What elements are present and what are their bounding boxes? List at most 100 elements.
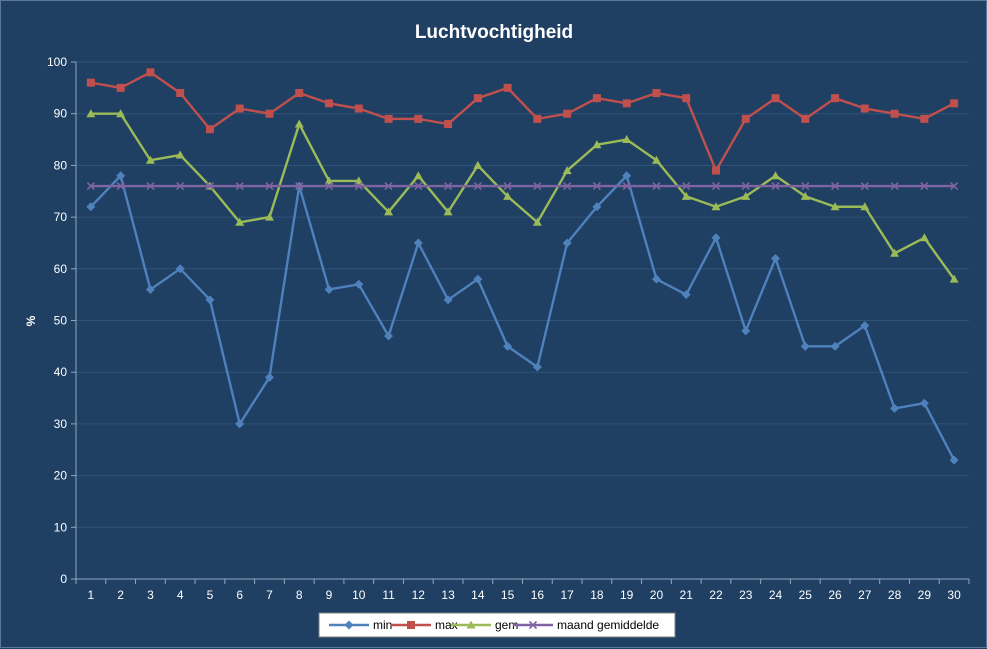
- data-point: [264, 372, 274, 382]
- data-point: [622, 135, 632, 144]
- data-point: [384, 207, 394, 216]
- data-point: [86, 202, 96, 212]
- data-point: [771, 94, 780, 103]
- data-point: [830, 341, 840, 351]
- x-tick-label: 15: [501, 588, 515, 602]
- data-point: [146, 68, 155, 77]
- data-point: [503, 191, 513, 200]
- data-point: [145, 155, 155, 164]
- x-tick-label: 2: [117, 588, 124, 602]
- data-point: [831, 94, 840, 103]
- legend-item-max: max: [391, 618, 458, 632]
- x-tick-label: 7: [266, 588, 273, 602]
- data-point: [622, 182, 631, 191]
- x-tick-label: 23: [739, 588, 753, 602]
- data-point: [473, 182, 482, 191]
- legend-item-gem: gem: [451, 618, 518, 632]
- data-point: [532, 362, 542, 372]
- legend-item-min: min: [329, 618, 392, 632]
- data-point: [205, 182, 215, 191]
- data-point: [533, 182, 542, 191]
- x-tick-label: 25: [799, 588, 813, 602]
- data-point: [741, 326, 751, 336]
- data-point: [384, 182, 393, 191]
- data-point: [294, 119, 304, 128]
- x-tick-label: 14: [471, 588, 485, 602]
- data-point: [235, 419, 245, 429]
- data-point: [592, 140, 602, 149]
- y-tick-label: 60: [54, 262, 68, 276]
- legend-label: gem: [495, 618, 518, 632]
- x-tick-label: 28: [888, 588, 902, 602]
- data-point: [711, 182, 721, 191]
- x-tick-label: 20: [650, 588, 664, 602]
- x-tick-label: 16: [531, 588, 545, 602]
- x-tick-label: 4: [177, 588, 184, 602]
- data-point: [890, 403, 900, 413]
- data-point: [444, 120, 453, 129]
- x-tick-label: 3: [147, 588, 154, 602]
- data-point: [414, 114, 423, 123]
- y-tick-label: 80: [54, 158, 68, 172]
- data-point: [176, 89, 185, 98]
- data-point: [652, 182, 661, 191]
- x-tick-label: 24: [769, 588, 783, 602]
- x-tick-label: 1: [88, 588, 95, 602]
- data-point: [741, 182, 750, 191]
- legend: min max gem maand gemiddelde: [318, 612, 676, 638]
- y-tick-label: 90: [54, 107, 68, 121]
- data-point: [652, 89, 661, 98]
- data-point: [592, 182, 601, 191]
- x-tick-label: 18: [590, 588, 604, 602]
- data-point: [890, 182, 899, 191]
- data-point: [563, 182, 572, 191]
- data-point: [354, 176, 364, 185]
- data-point: [711, 202, 721, 211]
- data-point: [771, 253, 781, 263]
- series-max: [86, 68, 959, 175]
- data-point: [145, 284, 155, 294]
- x-tick-label: 13: [441, 588, 455, 602]
- series-line: [90, 71, 955, 172]
- y-axis-label: %: [24, 315, 38, 326]
- data-point: [443, 295, 453, 305]
- data-point: [592, 94, 601, 103]
- data-point: [949, 455, 959, 465]
- data-point: [592, 202, 602, 212]
- y-tick-label: 40: [54, 365, 68, 379]
- data-point: [354, 104, 363, 113]
- gridlines: [76, 61, 969, 528]
- series-layer: [86, 68, 959, 465]
- data-point: [860, 202, 870, 211]
- data-point: [295, 182, 304, 191]
- data-point: [771, 171, 781, 180]
- x-tick-label: 12: [412, 588, 426, 602]
- data-point: [860, 182, 869, 191]
- data-point: [830, 202, 840, 211]
- data-point: [830, 182, 840, 191]
- data-point: [920, 114, 929, 123]
- data-point: [771, 182, 780, 191]
- data-point: [324, 176, 334, 185]
- data-point: [562, 238, 572, 248]
- data-point: [116, 171, 126, 181]
- y-tick-label: 10: [54, 520, 68, 534]
- data-point: [681, 290, 691, 300]
- data-point: [354, 182, 363, 191]
- data-point: [86, 78, 95, 87]
- legend-box: [318, 612, 676, 638]
- data-point: [622, 99, 631, 108]
- data-point: [651, 155, 661, 164]
- legend-marker: [528, 620, 538, 630]
- series-line: [90, 174, 956, 461]
- x-tick-label: 29: [918, 588, 932, 602]
- x-tick-label: 6: [236, 588, 243, 602]
- data-point: [622, 171, 632, 181]
- legend-marker: [466, 620, 476, 629]
- data-point: [116, 83, 125, 92]
- data-point: [741, 114, 750, 123]
- data-point: [562, 166, 572, 175]
- data-point: [950, 182, 959, 191]
- legend-marker: [344, 620, 354, 630]
